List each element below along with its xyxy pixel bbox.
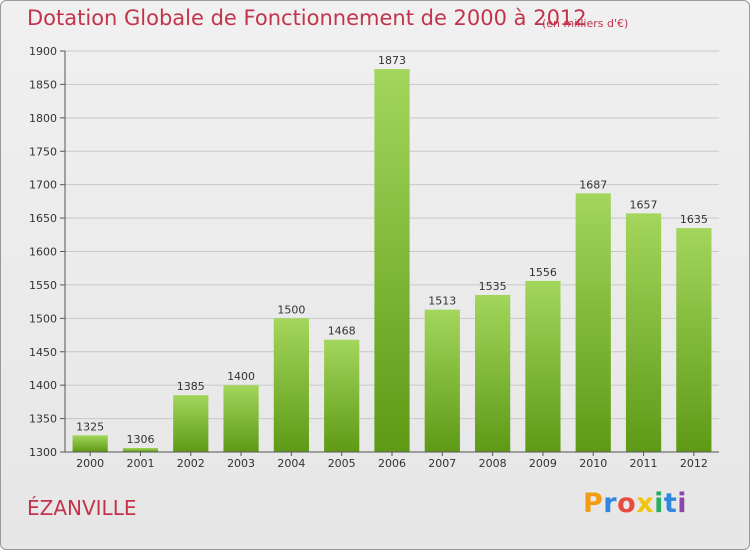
logo-letter: P	[583, 488, 604, 519]
value-label-2005: 1468	[328, 325, 356, 338]
chart-subtitle: (en milliers d'€)	[542, 17, 629, 30]
logo-letter: i	[677, 488, 688, 519]
logo-letter: t	[663, 488, 678, 519]
x-tick-label-2000: 2000	[76, 457, 104, 470]
bar-2005	[324, 339, 360, 452]
y-tick-label: 1600	[29, 246, 57, 259]
x-tick-label-2005: 2005	[328, 457, 356, 470]
logo-letter: r	[603, 488, 618, 519]
value-label-2001: 1306	[126, 433, 154, 446]
axes	[60, 50, 719, 456]
x-tick-label-2011: 2011	[630, 457, 658, 470]
bar-2009	[525, 280, 561, 452]
commune-name: ÉZANVILLE	[27, 496, 137, 520]
value-label-2010: 1687	[579, 178, 607, 191]
bars	[72, 69, 712, 453]
value-label-2006: 1873	[378, 54, 406, 67]
value-label-2012: 1635	[680, 213, 708, 226]
x-tick-label-2012: 2012	[680, 457, 708, 470]
y-tick-label: 1400	[29, 379, 57, 392]
y-tick-label: 1700	[29, 179, 57, 192]
bar-2008	[475, 294, 511, 452]
x-tick-label-2009: 2009	[529, 457, 557, 470]
x-tick-label-2008: 2008	[479, 457, 507, 470]
x-tick-label-2007: 2007	[428, 457, 456, 470]
x-tick-label-2006: 2006	[378, 457, 406, 470]
bar-2001	[122, 447, 159, 452]
bar-2010	[575, 193, 611, 453]
bar-2012	[676, 228, 712, 452]
bar-2000	[72, 435, 108, 452]
x-tick-label-2004: 2004	[277, 457, 305, 470]
y-tick-label: 1850	[29, 78, 57, 91]
proxiti-logo: Proxiti	[583, 488, 687, 519]
bar-2004	[273, 318, 309, 452]
y-tick-label: 1450	[29, 346, 57, 359]
x-tick-label-2003: 2003	[227, 457, 255, 470]
bar-2002	[173, 395, 209, 452]
labels: 1300 1350 1400 1450 1500 1550 1600 1650 1700 1750…	[29, 45, 708, 470]
value-label-2009: 1556	[529, 266, 557, 279]
bar-2003	[223, 385, 259, 452]
x-tick-label-2001: 2001	[126, 457, 154, 470]
y-tick-label: 1500	[29, 312, 57, 325]
value-label-2008: 1535	[479, 280, 507, 293]
logo-letter: x	[636, 488, 655, 519]
value-label-2007: 1513	[428, 295, 456, 308]
x-tick-label-2010: 2010	[579, 457, 607, 470]
value-label-2011: 1657	[630, 198, 658, 211]
bar-2011	[625, 213, 662, 452]
value-label-2004: 1500	[277, 303, 305, 316]
y-tick-label: 1350	[29, 413, 57, 426]
value-label-2002: 1385	[177, 380, 205, 393]
y-tick-label: 1800	[29, 112, 57, 125]
y-tick-label: 1900	[29, 45, 57, 58]
value-label-2003: 1400	[227, 370, 255, 383]
logo-letter: i	[654, 488, 664, 519]
logo-letter: o	[617, 488, 637, 519]
y-tick-label: 1650	[29, 212, 57, 225]
bar-2007	[424, 309, 460, 452]
y-tick-label: 1550	[29, 279, 57, 292]
y-tick-label: 1300	[29, 446, 57, 459]
y-tick-label: 1750	[29, 145, 57, 158]
bar-2006	[374, 69, 410, 453]
chart-title: Dotation Globale de Fonctionnement de 20…	[27, 6, 587, 30]
value-label-2000: 1325	[76, 420, 104, 433]
x-tick-label-2002: 2002	[177, 457, 205, 470]
